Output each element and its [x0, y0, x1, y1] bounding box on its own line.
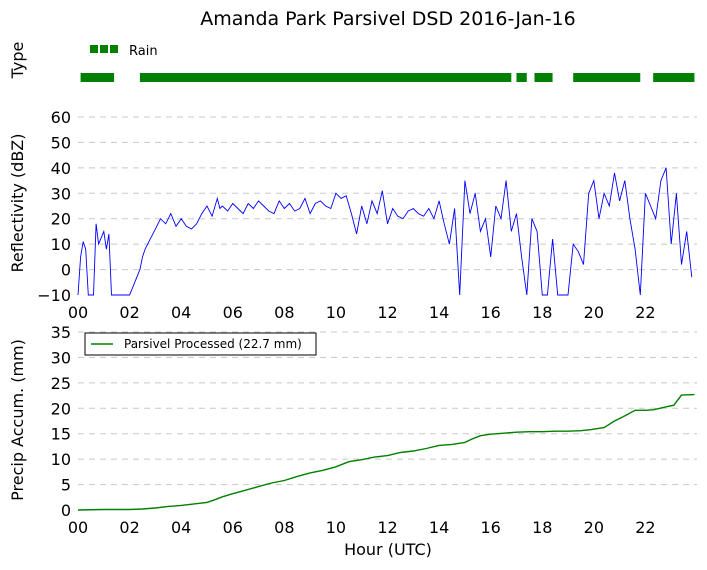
y-tick-label: 50 [51, 133, 71, 152]
x-tick-label: 22 [635, 518, 655, 537]
x-tick-label: 18 [532, 518, 552, 537]
x-tick-label: 04 [171, 518, 191, 537]
legend-swatch [110, 45, 118, 53]
reflectivity-line [77, 167, 693, 296]
hour-axis-label: Hour (UTC) [344, 540, 432, 559]
x-tick-label: 20 [584, 303, 604, 322]
accumulation-line [77, 393, 695, 511]
x-tick-label: 00 [68, 518, 88, 537]
legend-series-label: Parsivel Processed (22.7 mm) [124, 337, 302, 351]
rain-bar [80, 73, 115, 82]
rain-bar [516, 73, 527, 82]
y-tick-label: 25 [51, 374, 71, 393]
x-tick-label: 02 [119, 303, 139, 322]
x-tick-label: 10 [326, 518, 346, 537]
y-tick-label: 30 [51, 348, 71, 367]
type-legend: Rain [90, 44, 158, 59]
rain-bar [534, 73, 553, 82]
x-tick-label: 22 [635, 303, 655, 322]
x-tick-label: 12 [377, 518, 397, 537]
x-tick-label: 10 [326, 303, 346, 322]
y-tick-label: 15 [51, 425, 71, 444]
figure-title: Amanda Park Parsivel DSD 2016-Jan-16 [200, 8, 575, 30]
legend-swatch [90, 45, 98, 53]
y-tick-label: 35 [51, 323, 71, 342]
y-tick-label: 60 [51, 108, 71, 127]
x-tick-label: 06 [223, 518, 243, 537]
x-tick-label: 16 [480, 303, 500, 322]
x-tick-label: 08 [274, 303, 294, 322]
x-tick-label: 16 [480, 518, 500, 537]
y-tick-label: 20 [51, 210, 71, 229]
legend-swatch [100, 45, 108, 53]
legend-rain-label: Rain [129, 44, 158, 59]
accumulation-axis-label: Precip Accum. (mm) [8, 339, 27, 501]
x-tick-label: 18 [532, 303, 552, 322]
x-tick-label: 14 [429, 518, 449, 537]
type-panel: Type Rain [8, 42, 695, 82]
y-tick-label: 10 [51, 450, 71, 469]
x-tick-label: 02 [119, 518, 139, 537]
y-tick-label: 0 [61, 261, 71, 280]
reflectivity-panel: 60 50 40 30 20 10 0 −10 00 02 04 06 08 10 12 14 16 18 20 2… [8, 108, 697, 322]
reflectivity-axis-label: Reflectivity (dBZ) [8, 134, 27, 273]
y-tick-label: 20 [51, 399, 71, 418]
x-tick-label: 20 [584, 518, 604, 537]
y-tick-label: 0 [61, 501, 71, 520]
x-tick-label: 06 [223, 303, 243, 322]
x-tick-label: 04 [171, 303, 191, 322]
accumulation-legend: Parsivel Processed (22.7 mm) [84, 332, 317, 356]
rain-bar [573, 73, 641, 82]
y-tick-label: 10 [51, 235, 71, 254]
x-tick-label: 00 [68, 303, 88, 322]
rain-bar [653, 73, 695, 82]
x-tick-label: 14 [429, 303, 449, 322]
y-tick-label: 5 [61, 476, 71, 495]
type-axis-label: Type [8, 42, 27, 80]
y-tick-label: 30 [51, 184, 71, 203]
x-tick-label: 08 [274, 518, 294, 537]
legend-box [84, 332, 317, 356]
y-tick-label: −10 [37, 286, 71, 305]
y-tick-label: 40 [51, 159, 71, 178]
x-tick-label: 12 [377, 303, 397, 322]
rain-bar [139, 73, 512, 82]
rain-bars [80, 73, 695, 82]
